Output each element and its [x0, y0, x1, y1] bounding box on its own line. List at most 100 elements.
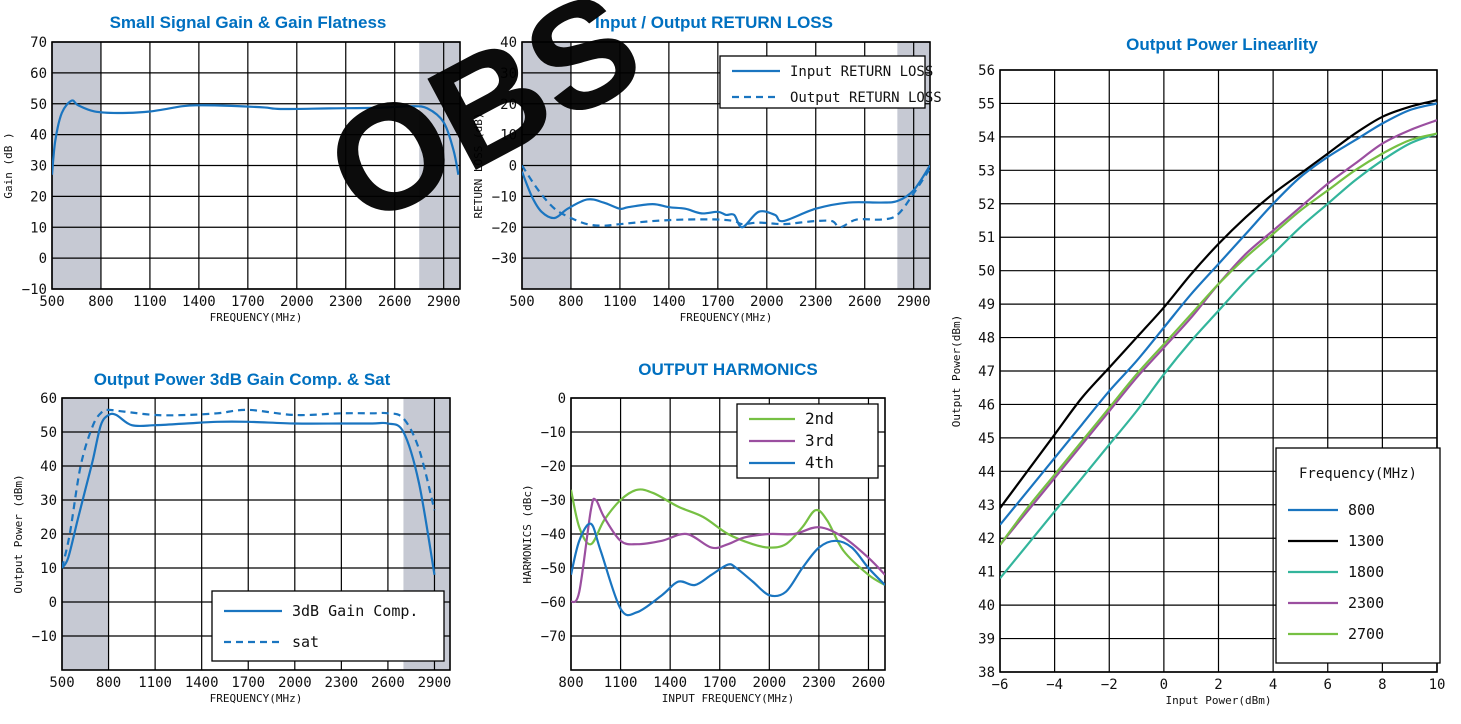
legend-label: 4th [805, 453, 834, 472]
x-axis-label: FREQUENCY(MHz) [210, 311, 303, 324]
linearity-series-line [1000, 132, 1437, 546]
x-tick-label: 1100 [133, 294, 167, 310]
y-tick-label: 20 [30, 189, 47, 205]
y-tick-label: 40 [40, 459, 57, 475]
legend-title: Frequency(MHz) [1299, 466, 1417, 482]
x-tick-label: −6 [992, 677, 1009, 693]
y-tick-label: 30 [30, 159, 47, 175]
x-tick-label: 2600 [852, 675, 886, 691]
legend-label: 1300 [1348, 532, 1384, 550]
y-tick-label: 10 [40, 561, 57, 577]
y-tick-label: 46 [978, 397, 995, 413]
returnloss-title: Input / Output RETURN LOSS [595, 13, 833, 32]
y-tick-label: 38 [978, 665, 995, 681]
returnloss-series-line [522, 164, 930, 229]
satpower-title: Output Power 3dB Gain Comp. & Sat [94, 370, 391, 389]
y-tick-label: 40 [500, 35, 517, 51]
y-tick-label: 40 [30, 128, 47, 144]
x-axis-label: FREQUENCY(MHz) [680, 311, 773, 324]
legend-label: 1800 [1348, 563, 1384, 581]
x-tick-label: 1400 [652, 294, 686, 310]
linearity-title: Output Power Linearlity [1126, 35, 1318, 54]
y-tick-label: 50 [30, 97, 47, 113]
plot-frame [570, 397, 886, 671]
x-tick-label: 500 [39, 294, 64, 310]
returnloss-chart: Input / Output RETURN LOSS 500 800 1100 1400… [472, 13, 942, 324]
returnloss-legend-box [719, 55, 926, 109]
x-axis-label: Input Power(dBm) [1166, 694, 1272, 707]
y-tick-label: −30 [492, 251, 517, 267]
x-tick-label: 2600 [371, 675, 405, 691]
y-tick-label: 47 [978, 364, 995, 380]
x-tick-label: 1700 [703, 675, 737, 691]
y-tick-label: 60 [40, 391, 57, 407]
legend-label: Input RETURN LOSS [790, 64, 933, 80]
gain-chart: Small Signal Gain & Gain Flatness 500 800 1… [2, 13, 461, 324]
x-tick-label: 1100 [604, 675, 638, 691]
x-tick-label: 2900 [427, 294, 461, 310]
x-tick-label: 2 [1214, 677, 1222, 693]
x-tick-label: 1400 [653, 675, 687, 691]
y-tick-label: 53 [978, 163, 995, 179]
x-tick-label: 2300 [325, 675, 359, 691]
y-tick-label: 10 [30, 220, 47, 236]
y-tick-label: 20 [500, 97, 517, 113]
y-tick-label: 48 [978, 331, 995, 347]
linearity-series-line [1000, 132, 1437, 580]
linearity-legend-box [1275, 447, 1441, 664]
y-tick-label: −30 [541, 493, 566, 509]
legend-label: 2700 [1348, 625, 1384, 643]
y-tick-label: 40 [978, 598, 995, 614]
y-tick-label: −60 [541, 595, 566, 611]
y-tick-label: 0 [558, 391, 566, 407]
y-tick-label: 55 [978, 96, 995, 112]
y-tick-label: 56 [978, 63, 995, 79]
harmonics-series-line [571, 488, 885, 586]
x-tick-label: 2600 [378, 294, 412, 310]
y-tick-label: 41 [978, 565, 995, 581]
x-tick-label: 1400 [185, 675, 219, 691]
y-tick-label: 60 [30, 66, 47, 82]
x-tick-label: 0 [1160, 677, 1168, 693]
gain-title: Small Signal Gain & Gain Flatness [110, 13, 387, 32]
harmonics-title: OUTPUT HARMONICS [638, 360, 817, 379]
linearity-series-line [1000, 102, 1437, 526]
x-tick-label: 1100 [603, 294, 637, 310]
y-tick-label: −10 [32, 629, 57, 645]
x-tick-label: 500 [509, 294, 534, 310]
satpower-series-line [62, 412, 436, 575]
harmonics-chart: OUTPUT HARMONICS 800 1100 1400 1700 2000 2300 2… [521, 360, 886, 705]
x-tick-label: 10 [1429, 677, 1446, 693]
y-axis-label: Gain (dB ) [2, 132, 15, 198]
x-tick-label: 1400 [182, 294, 216, 310]
y-tick-label: −20 [492, 220, 517, 236]
legend-label: Output RETURN LOSS [790, 90, 942, 106]
x-tick-label: 1100 [138, 675, 172, 691]
x-tick-label: 2300 [802, 675, 836, 691]
x-tick-label: 800 [88, 294, 113, 310]
y-tick-label: 43 [978, 498, 995, 514]
x-tick-label: 2000 [752, 675, 786, 691]
y-tick-label: −20 [541, 459, 566, 475]
x-tick-label: 2900 [897, 294, 931, 310]
legend-label: 800 [1348, 501, 1375, 519]
x-tick-label: 1700 [701, 294, 735, 310]
x-tick-label: 6 [1324, 677, 1332, 693]
returnloss-series-line [522, 164, 930, 229]
x-axis-label: INPUT FREQUENCY(MHz) [662, 692, 794, 705]
x-tick-label: 4 [1269, 677, 1277, 693]
y-axis-label: HARMONICS (dBc) [521, 484, 534, 583]
y-tick-label: 0 [509, 159, 517, 175]
harmonics-series-line [571, 497, 885, 604]
x-tick-label: 800 [558, 294, 583, 310]
y-tick-label: 42 [978, 531, 995, 547]
harmonics-series-line [571, 522, 885, 617]
x-tick-label: 8 [1378, 677, 1386, 693]
gain-series-line [52, 99, 460, 175]
x-tick-label: 2000 [280, 294, 314, 310]
legend-label: sat [292, 633, 319, 651]
x-tick-label: 2000 [750, 294, 784, 310]
x-tick-label: 800 [558, 675, 583, 691]
legend-label: 3rd [805, 431, 834, 450]
